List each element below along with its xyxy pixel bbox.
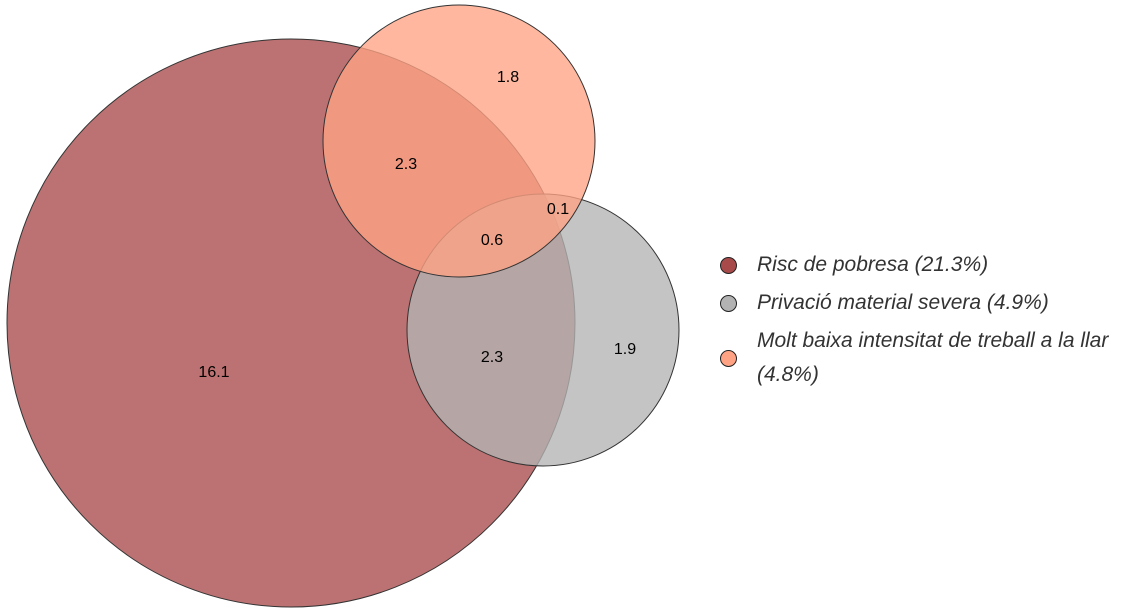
legend-item: Privació material severa (4.9%) (720, 286, 1140, 320)
legend-label: Molt baixa intensitat de treball a la ll… (757, 329, 1109, 386)
region-label: 0.6 (481, 232, 503, 249)
legend-swatch (720, 349, 737, 367)
region-label: 1.8 (497, 69, 519, 86)
region-label: 1.9 (614, 341, 636, 358)
region-label: 0.1 (547, 201, 569, 218)
legend-label: Privació material severa (4.9%) (757, 291, 1049, 314)
region-label: 2.3 (395, 156, 417, 173)
legend: Risc de pobresa (21.3%) Privació material… (720, 248, 1140, 396)
region-label: 16.1 (198, 364, 229, 381)
legend-label: Risc de pobresa (21.3%) (757, 253, 989, 276)
legend-swatch (720, 294, 737, 312)
legend-item: Risc de pobresa (21.3%) (720, 248, 1140, 282)
region-label: 2.3 (481, 349, 503, 366)
legend-item: Molt baixa intensitat de treball a la ll… (720, 324, 1140, 392)
set-circle (322, 4, 596, 278)
legend-swatch (720, 256, 737, 274)
